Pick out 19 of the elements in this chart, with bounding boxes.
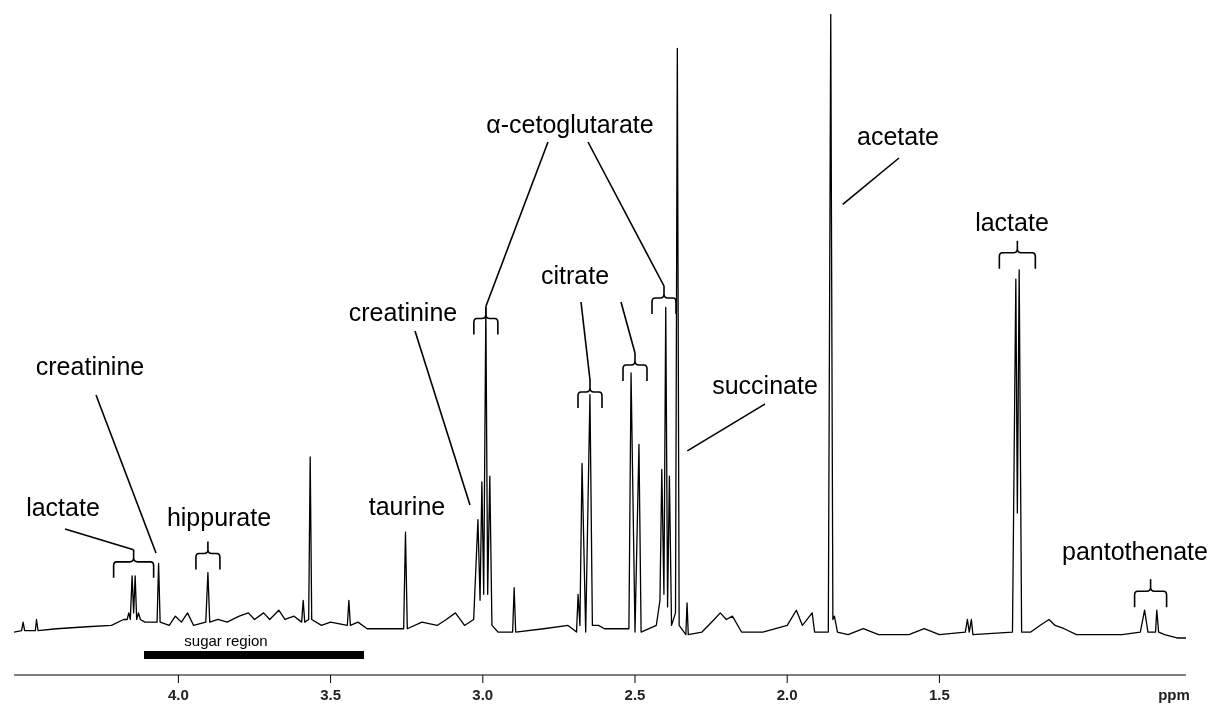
x-tick-label: 1.5 [928, 685, 950, 703]
annotation: citrate [540, 261, 610, 289]
x-tick-label: 2.0 [776, 685, 798, 703]
annotation: succinate [712, 371, 818, 399]
annotation: creatinine [35, 352, 145, 380]
annotation: acetate [856, 122, 940, 150]
x-tick-label: 3.0 [472, 685, 494, 703]
x-tick-label: 4.0 [167, 685, 189, 703]
annotation: sugar region [184, 631, 268, 649]
annotation: α-cetoglutarate [486, 110, 654, 138]
annotation: lactate [975, 208, 1049, 236]
annotation: lactate [26, 493, 100, 521]
annotation: creatinine [348, 298, 458, 326]
x-axis-title: ppm [1158, 686, 1190, 703]
annotation: pantothenate [1062, 537, 1208, 565]
annotation: taurine [368, 492, 446, 520]
annotation: hippurate [166, 503, 272, 531]
x-tick-label: 3.5 [320, 685, 342, 703]
x-tick-label: 2.5 [624, 685, 646, 703]
